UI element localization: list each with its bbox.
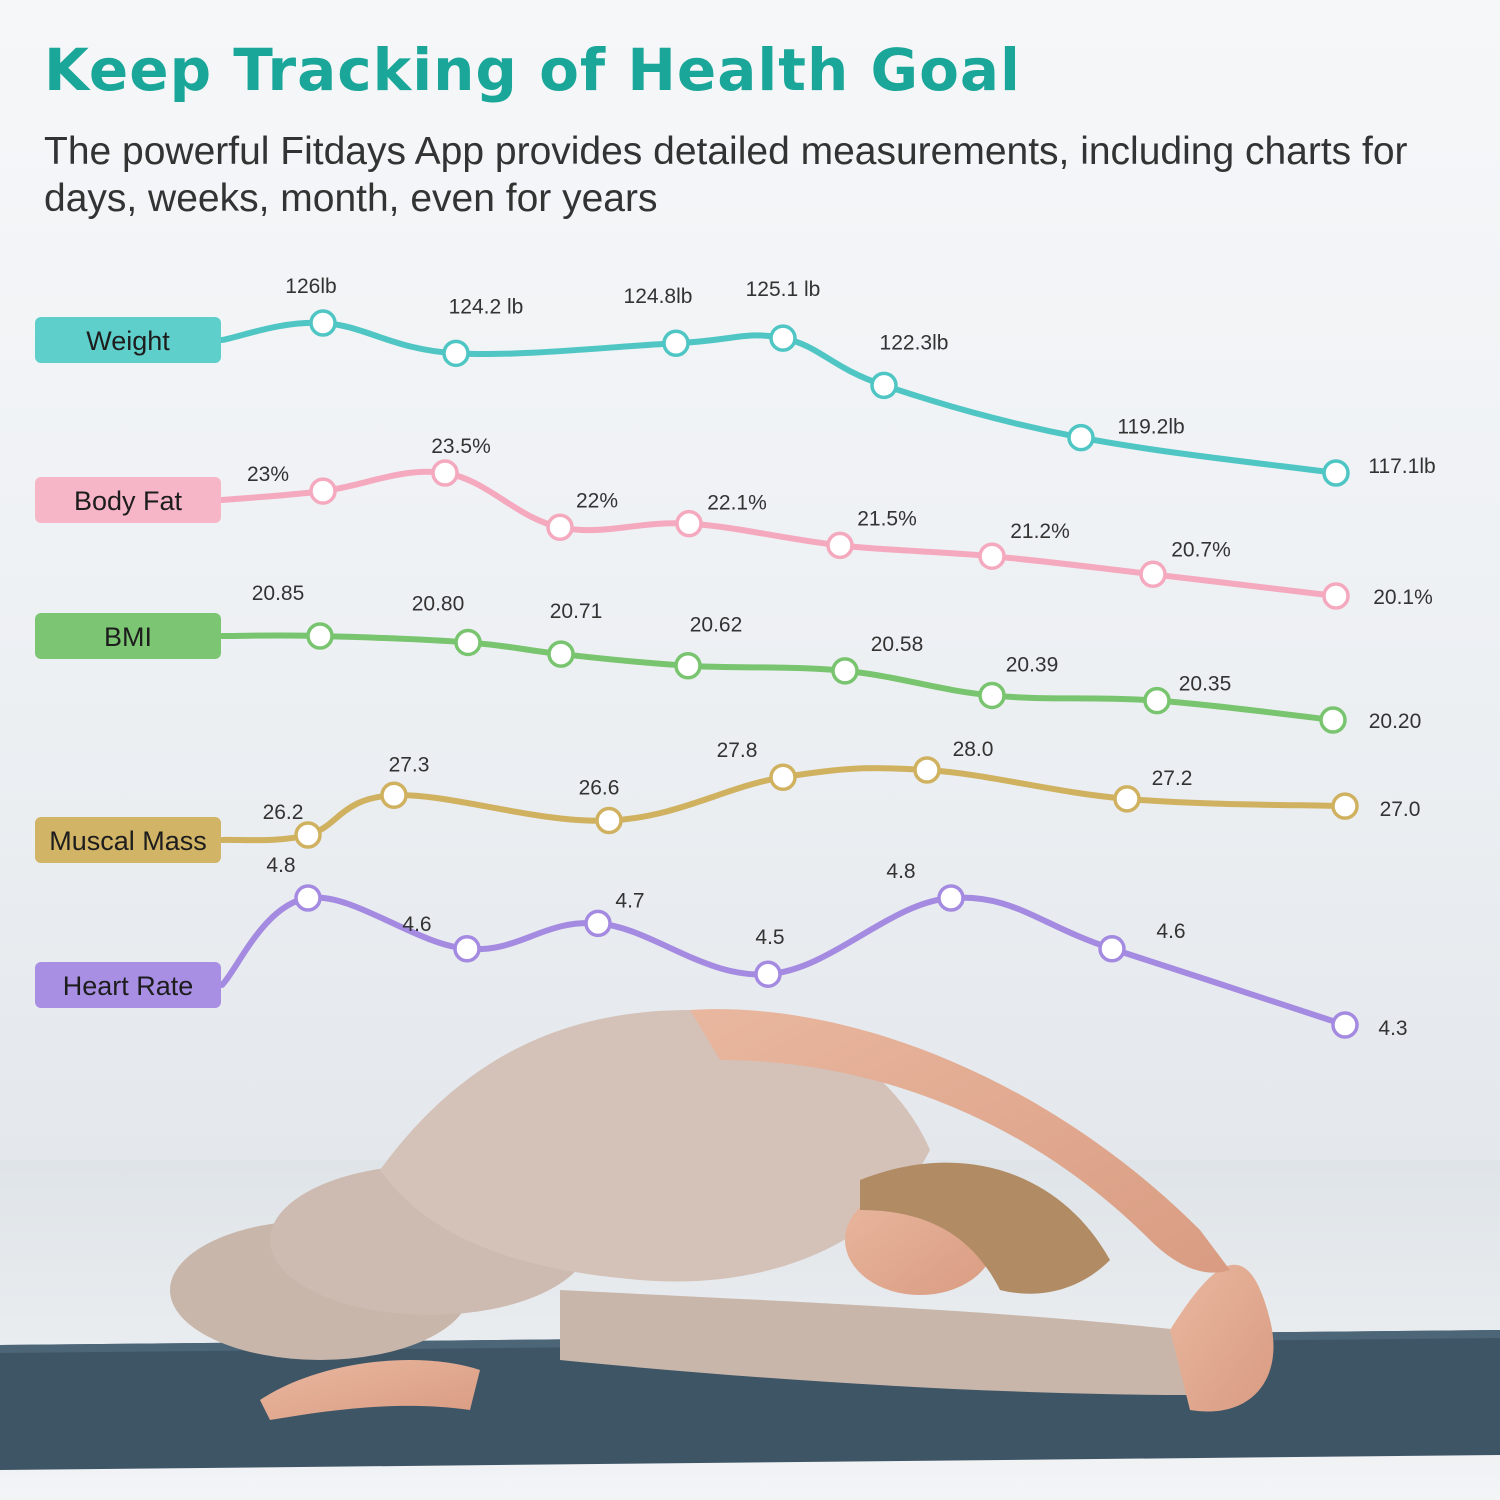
data-point	[675, 509, 703, 538]
data-label: 4.7	[615, 889, 644, 912]
data-label: 4.3	[1378, 1017, 1407, 1040]
data-point	[1331, 792, 1359, 820]
data-point	[442, 339, 470, 368]
data-point	[453, 935, 481, 963]
data-point	[913, 756, 941, 784]
data-label: 20.35	[1179, 673, 1232, 696]
chart-body-fat: Body Fat 23% 23.5% 22% 22.1% 21.5% 21.2% 20.7% 2…	[35, 435, 1433, 610]
series-pill	[35, 962, 221, 1008]
data-label: 20.71	[550, 600, 603, 623]
data-label: 27.0	[1380, 798, 1421, 821]
data-point	[380, 781, 408, 810]
data-label: 20.1%	[1373, 586, 1433, 609]
series-pill	[35, 613, 221, 659]
chart-heart-rate: Heart Rate 4.8 4.6 4.7 4.5 4.8 4.6 4.3	[35, 854, 1408, 1040]
data-point	[1322, 459, 1350, 487]
data-point	[1098, 935, 1126, 963]
data-label: 21.5%	[857, 507, 917, 530]
chart-weight: Weight 126lb 124.2 lb 124.8lb 125.1 lb 122.3l…	[35, 275, 1436, 487]
data-point	[1322, 582, 1350, 610]
data-label: 21.2%	[1010, 520, 1070, 543]
data-label: 4.8	[266, 854, 295, 877]
data-point	[769, 324, 797, 352]
data-label: 23.5%	[431, 435, 491, 458]
data-point	[306, 622, 334, 650]
data-label: 20.20	[1369, 710, 1422, 733]
chart-bmi: BMI 20.85 20.80 20.71 20.62 20.58 20.39 20.35 20…	[35, 582, 1422, 734]
series-line	[219, 894, 1348, 1028]
page-subtitle: The powerful Fitdays App provides detail…	[44, 130, 1408, 220]
data-label: 117.1lb	[1368, 455, 1435, 478]
data-point	[937, 884, 965, 912]
data-point	[546, 513, 574, 542]
data-point	[431, 459, 459, 487]
data-label: 125.1 lb	[746, 278, 821, 301]
page-title: Keep Tracking of Health Goal	[44, 36, 1021, 104]
data-label: 20.85	[252, 582, 305, 605]
data-label: 20.62	[690, 614, 743, 637]
series-pill	[35, 817, 221, 863]
data-label: 4.5	[755, 926, 784, 949]
data-point	[595, 806, 623, 835]
data-point	[309, 477, 337, 505]
data-label: 4.8	[886, 860, 915, 883]
data-label: 124.8lb	[624, 285, 693, 308]
data-point	[1319, 706, 1347, 734]
series-line	[219, 632, 1336, 723]
series-label: BMI	[104, 622, 152, 652]
data-label: 27.2	[1152, 767, 1193, 790]
series-label: Heart Rate	[63, 971, 194, 1001]
data-label: 26.2	[263, 801, 304, 824]
data-label: 4.6	[1156, 920, 1185, 943]
data-label: 26.6	[579, 777, 620, 800]
data-label: 27.8	[717, 739, 758, 762]
data-point	[769, 763, 797, 791]
data-point	[294, 884, 322, 912]
data-label: 126lb	[285, 275, 336, 298]
data-point	[978, 542, 1006, 570]
data-point	[1139, 560, 1167, 589]
data-label: 122.3lb	[880, 331, 949, 354]
data-point	[1143, 686, 1171, 715]
data-point	[1067, 423, 1095, 452]
series-pill	[35, 317, 221, 363]
data-label: 124.2 lb	[449, 295, 524, 318]
data-point	[547, 640, 575, 668]
data-point	[674, 651, 702, 680]
data-point	[754, 960, 782, 988]
data-point	[831, 657, 859, 685]
data-label: 22.1%	[707, 492, 767, 515]
data-label: 22%	[576, 489, 618, 512]
data-point	[826, 531, 854, 560]
data-point	[662, 329, 690, 357]
data-point	[1113, 785, 1141, 813]
data-point	[294, 821, 322, 849]
data-label: 23%	[247, 463, 289, 486]
series-label: Body Fat	[74, 486, 183, 516]
data-point	[454, 628, 482, 657]
data-label: 20.39	[1006, 653, 1059, 676]
chart-muscal-mass: Muscal Mass 26.2 27.3 26.6 27.8 28.0 27.2 27.0	[35, 738, 1420, 863]
series-label: Muscal Mass	[49, 826, 207, 856]
series-pill	[35, 477, 221, 523]
data-label: 28.0	[953, 738, 994, 761]
data-point	[870, 371, 898, 400]
data-label: 20.7%	[1171, 538, 1231, 561]
data-label: 20.80	[412, 592, 465, 615]
data-point	[978, 681, 1006, 710]
series-label: Weight	[86, 326, 170, 356]
data-label: 27.3	[389, 753, 430, 776]
series-line	[219, 468, 1339, 599]
data-label: 20.58	[871, 633, 924, 656]
data-point	[1331, 1011, 1359, 1039]
data-point	[584, 909, 612, 938]
data-label: 4.6	[402, 913, 431, 936]
data-point	[309, 309, 337, 337]
data-label: 119.2lb	[1117, 416, 1184, 439]
